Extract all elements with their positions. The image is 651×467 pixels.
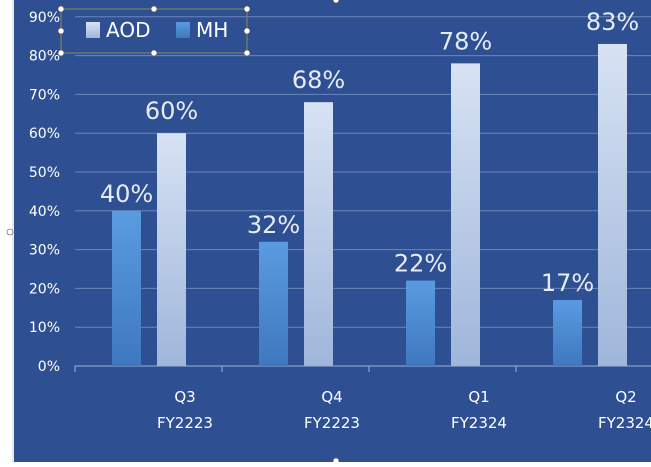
data-label: 40% — [100, 180, 153, 208]
bar-aod — [598, 43, 627, 367]
bar-aod — [451, 63, 480, 367]
selection-handle[interactable] — [57, 5, 65, 13]
x-tick-label: Q4 FY2223 — [304, 388, 360, 432]
selection-handle[interactable] — [57, 49, 65, 57]
y-tick-label: 0% — [38, 359, 60, 375]
y-tick-label: 40% — [29, 204, 60, 220]
y-tick-label: 50% — [29, 165, 60, 181]
y-tick-label: 10% — [29, 320, 60, 336]
frame-handle[interactable] — [6, 228, 14, 236]
x-tick-label: Q3 FY2223 — [157, 388, 213, 432]
selection-handle[interactable] — [150, 5, 158, 13]
legend-swatch-mh — [176, 22, 190, 38]
y-tick-label: 90% — [29, 10, 60, 26]
x-tick-label: Q2 FY2324 — [598, 388, 651, 432]
legend-label-mh: MH — [196, 18, 228, 42]
data-label: 17% — [541, 269, 594, 297]
y-tick-label: 80% — [29, 49, 60, 65]
data-label: 83% — [586, 8, 639, 36]
x-tick-label: Q1 FY2324 — [451, 388, 507, 432]
data-label: 60% — [145, 97, 198, 125]
selection-handle[interactable] — [243, 5, 251, 13]
y-tick-label: 20% — [29, 281, 60, 297]
selection-handle[interactable] — [57, 27, 65, 35]
y-tick-label: 60% — [29, 126, 60, 142]
data-label: 32% — [247, 211, 300, 239]
data-label: 78% — [439, 27, 492, 55]
y-tick-label: 70% — [29, 87, 60, 103]
bar-aod — [304, 102, 333, 366]
bar-mh — [406, 280, 435, 366]
legend-label-aod: AOD — [106, 18, 150, 42]
frame-handle[interactable] — [332, 0, 340, 4]
legend-swatch-aod — [86, 22, 100, 38]
bar-aod — [157, 133, 186, 366]
bar-mh — [553, 300, 582, 366]
bar-mh — [112, 210, 141, 366]
data-label: 68% — [292, 66, 345, 94]
selection-handle[interactable] — [243, 49, 251, 57]
frame-handle[interactable] — [332, 457, 340, 465]
selection-handle[interactable] — [150, 49, 158, 57]
data-label: 22% — [394, 250, 447, 278]
selection-handle[interactable] — [243, 27, 251, 35]
y-tick-label: 30% — [29, 243, 60, 259]
bar-mh — [259, 241, 288, 366]
